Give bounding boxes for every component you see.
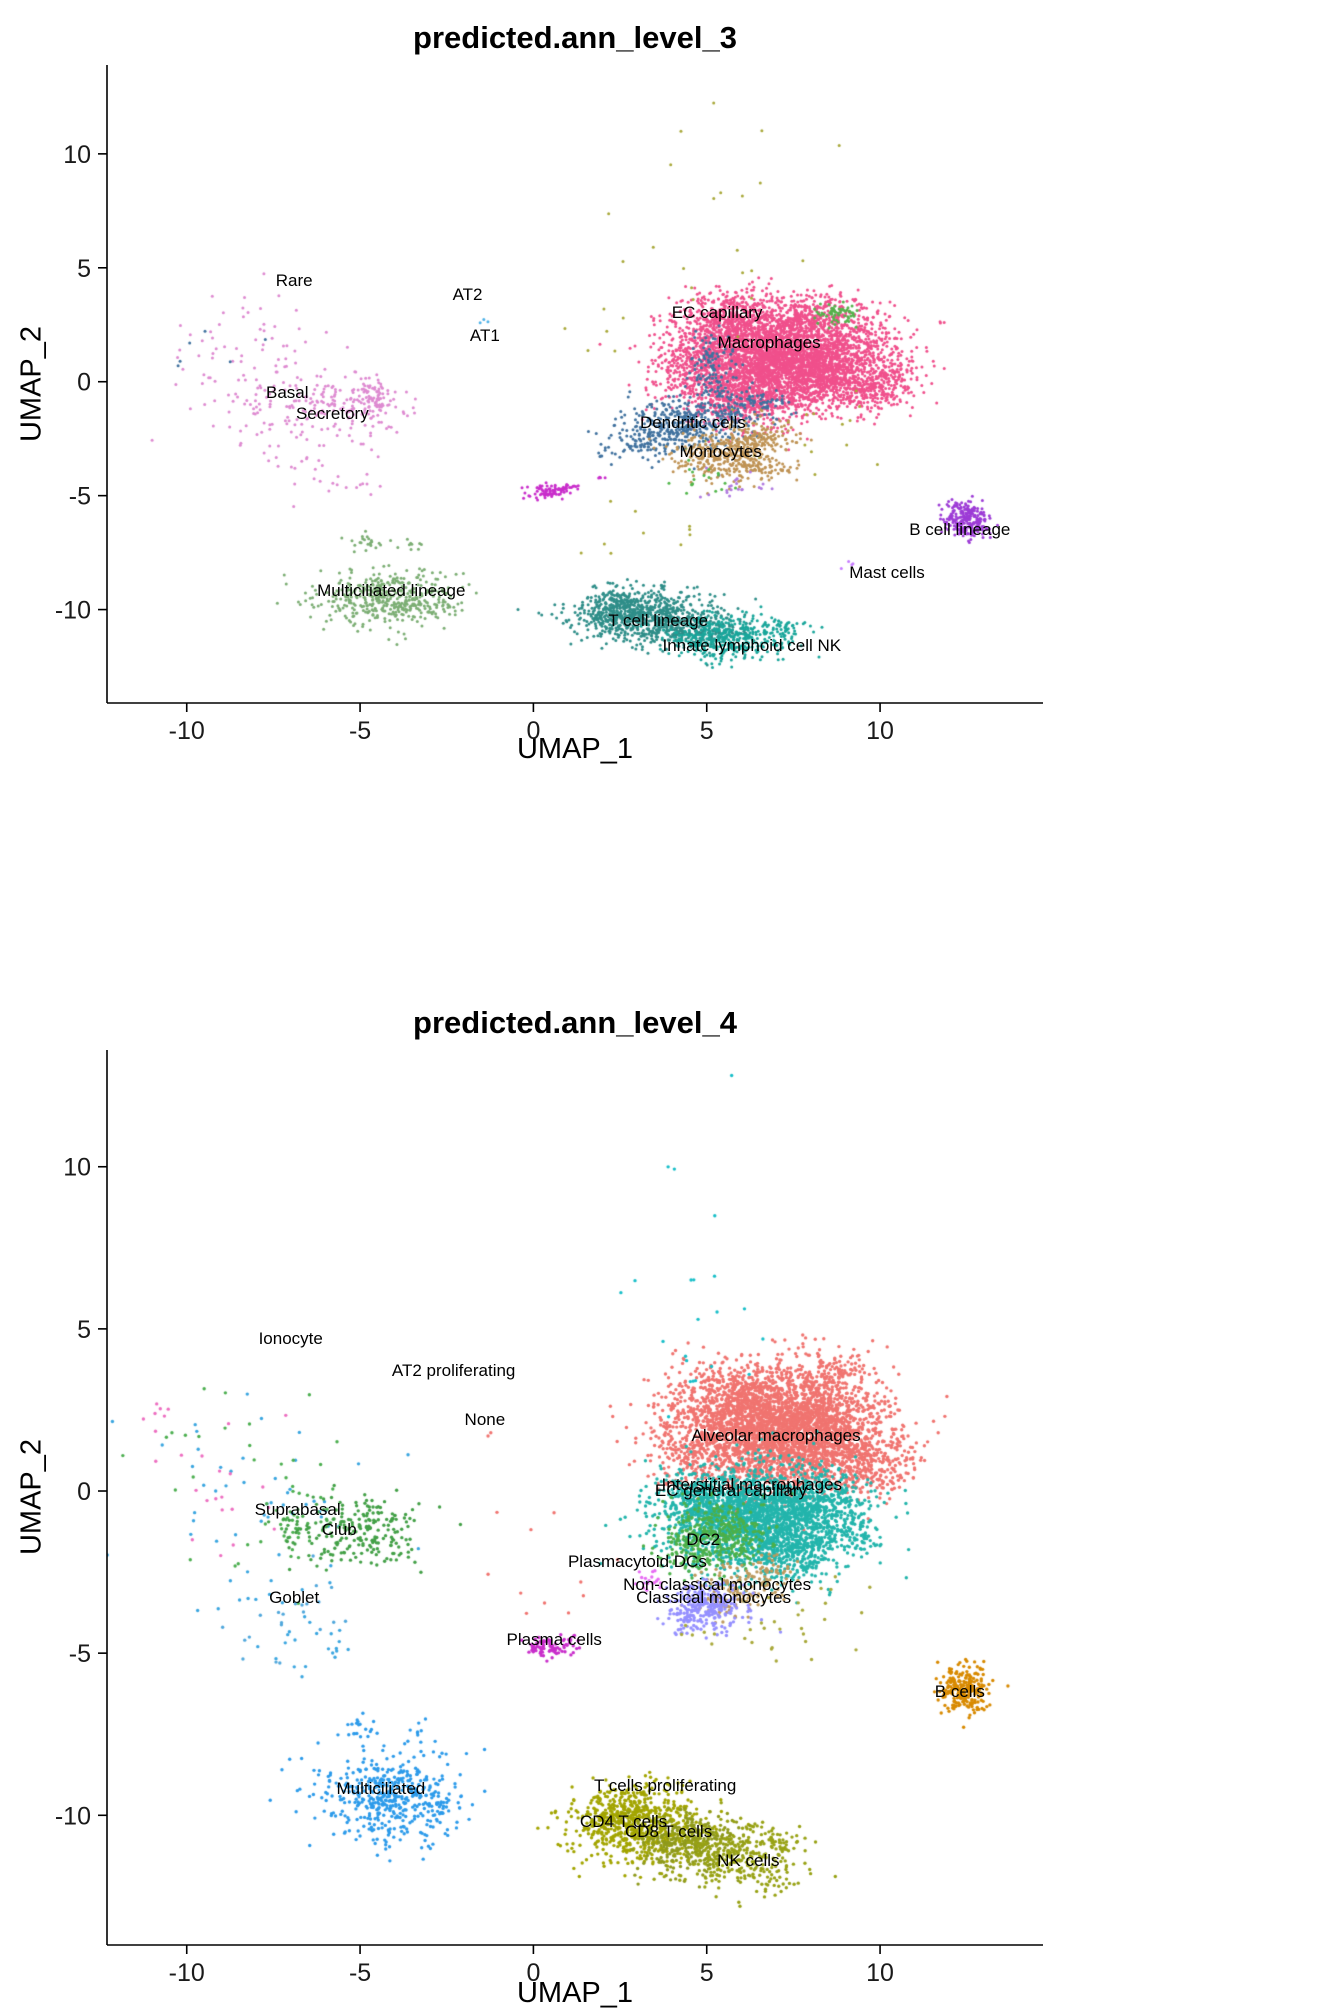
cluster-label-cd8-t-cells: CD8 T cells (624, 1821, 713, 1841)
tick-label: 5 (700, 717, 714, 745)
tick-label: -10 (169, 717, 205, 745)
cluster-label-b-cell-lineage: B cell lineage (909, 519, 1011, 539)
tick-label: 0 (77, 369, 91, 397)
cluster-label-multiciliated: Multiciliated (336, 1779, 426, 1799)
umap-plot-ann-level-4: predicted.ann_level_4 UMAP_1 UMAP_2 -10-… (0, 985, 1344, 2016)
cluster-label-ec-capillary: EC capillary (671, 303, 763, 323)
tick-label: -5 (69, 483, 91, 511)
tick-label: -5 (69, 1640, 91, 1668)
scatter-points-canvas (107, 1050, 1043, 1945)
cluster-label-dendritic-cells: Dendritic cells (639, 412, 746, 432)
tick-label: 0 (526, 717, 540, 745)
tick-label: 10 (866, 1959, 894, 1987)
cluster-label-plasma-cells: Plasma cells (506, 1630, 602, 1650)
cluster-label-at2: AT2 (452, 285, 483, 305)
cluster-label-plasmacytoid-dcs: Plasmacytoid DCs (567, 1552, 707, 1572)
cluster-label-club: Club (321, 1519, 357, 1539)
cluster-label-monocytes: Monocytes (679, 442, 762, 462)
cluster-label-nk-cells: NK cells (717, 1850, 780, 1870)
cluster-label-innate-lymphoid-nk: Innate lymphoid cell NK (662, 636, 842, 656)
cluster-label-alveolar-macrophages: Alveolar macrophages (691, 1425, 861, 1445)
tick-label: -10 (169, 1959, 205, 1987)
tick-label: 0 (526, 1959, 540, 1987)
tick-label: 10 (63, 1154, 91, 1182)
tick-label: 5 (77, 255, 91, 283)
plot-title-ann-level-4: predicted.ann_level_4 (413, 1005, 737, 1040)
cluster-label-dc2: DC2 (686, 1529, 721, 1549)
tick-label: 5 (77, 1316, 91, 1344)
tick-label: -5 (349, 1959, 371, 1987)
cluster-label-at1: AT1 (469, 326, 500, 346)
cluster-label-goblet: Goblet (269, 1588, 320, 1608)
cluster-label-ionocyte: Ionocyte (258, 1328, 323, 1348)
cluster-label-classical-monocytes: Classical monocytes (636, 1588, 792, 1608)
cluster-label-t-cells-proliferating: T cells proliferating (593, 1776, 737, 1796)
cluster-label-b-cells: B cells (934, 1682, 985, 1702)
cluster-label-t-cell-lineage: T cell lineage (608, 610, 709, 630)
tick-label: 0 (77, 1478, 91, 1506)
cluster-label-macrophages: Macrophages (717, 332, 821, 352)
tick-label: -5 (349, 717, 371, 745)
cluster-label-at2-proliferating: AT2 proliferating (391, 1361, 516, 1381)
cluster-label-secretory: Secretory (295, 403, 369, 423)
cluster-label-basal: Basal (266, 383, 309, 403)
tick-label: -10 (55, 1802, 91, 1830)
cluster-label-cd4-t-cells: CD4 T cells (579, 1811, 668, 1831)
axes: -10 -5 0 5 10 -10 -5 0 5 10 (55, 1050, 1043, 1987)
cluster-label-rare: Rare (275, 271, 313, 291)
cluster-label-multiciliated-lineage: Multiciliated lineage (317, 581, 466, 601)
cluster-label-mast-cells: Mast cells (849, 563, 925, 583)
cluster-label-none: None (464, 1409, 506, 1429)
tick-label: 10 (63, 141, 91, 169)
x-axis-title: UMAP_1 (516, 1977, 634, 2009)
cluster-label-suprabasal: Suprabasal (254, 1500, 341, 1520)
cluster-label-interstitial-macrophages: Interstitial macrophages (661, 1474, 843, 1494)
tick-label: -10 (55, 597, 91, 625)
tick-label: 10 (866, 717, 894, 745)
plot-title-ann-level-3: predicted.ann_level_3 (413, 20, 737, 55)
scatter-points-canvas (107, 65, 1043, 703)
cluster-label-non-classical-monocytes: Non-classical monocytes (623, 1575, 812, 1595)
x-axis-title: UMAP_1 (516, 733, 634, 765)
axes: -10 -5 0 5 10 -10 -5 0 5 10 (55, 65, 1043, 745)
tick-label: 5 (700, 1959, 714, 1987)
cluster-label-ec-general-capillary: EC general capillary (654, 1481, 808, 1500)
umap-plot-ann-level-3: predicted.ann_level_3 UMAP_1 UMAP_2 -10-… (0, 0, 1344, 985)
